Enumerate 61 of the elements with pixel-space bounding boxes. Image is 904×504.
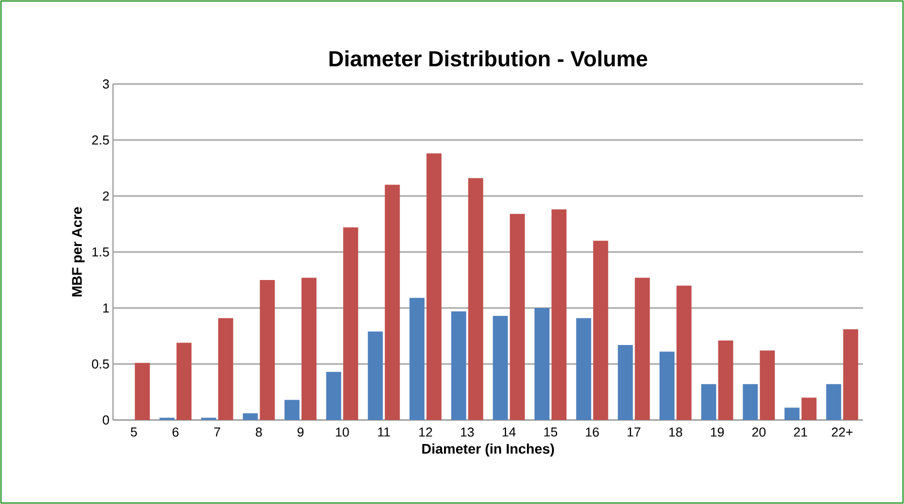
- bar: [676, 286, 692, 420]
- bar: [718, 340, 734, 420]
- bar: [593, 240, 608, 420]
- bar: [784, 408, 800, 420]
- bar: [134, 362, 150, 420]
- x-tick-label: 17: [628, 428, 640, 436]
- bar: [742, 384, 758, 420]
- bar: [826, 384, 842, 420]
- x-tick-label: 12: [419, 428, 432, 437]
- bar: [534, 308, 550, 420]
- bar: [576, 318, 592, 420]
- bar: [302, 278, 317, 420]
- bar: [451, 311, 466, 420]
- bar: [618, 344, 633, 420]
- y-tick-label: 2: [102, 191, 109, 201]
- bar: [368, 332, 383, 420]
- x-tick-label: 19: [710, 428, 724, 437]
- bar: [242, 413, 258, 420]
- bar: [410, 298, 425, 420]
- y-axis-title: MBF per Acre: [72, 207, 85, 296]
- x-tick-label: 9: [298, 428, 304, 437]
- bar: [176, 342, 192, 420]
- bar: [326, 372, 342, 420]
- x-tick-label: 11: [378, 428, 390, 436]
- bar: [384, 184, 400, 420]
- bar: [660, 352, 675, 420]
- bar: [843, 329, 858, 420]
- bar: [802, 398, 817, 420]
- x-axis-title: Diameter (in Inches): [422, 444, 554, 457]
- x-tick-label: 22+: [832, 428, 853, 437]
- bar: [510, 214, 525, 420]
- y-tick-label: 1: [103, 304, 109, 312]
- x-tick-label: 8: [256, 428, 262, 437]
- chart-title: Diameter Distribution - Volume: [330, 50, 648, 66]
- x-tick-label: 10: [336, 428, 349, 437]
- bar: [260, 280, 275, 420]
- y-tick-label: 0: [102, 415, 109, 425]
- x-tick-label: 7: [214, 428, 220, 436]
- bar: [552, 209, 567, 420]
- y-tick-label: 1.5: [92, 247, 109, 257]
- bar: [760, 350, 775, 420]
- x-tick-label: 14: [502, 428, 516, 436]
- bar: [343, 227, 358, 420]
- y-tick-label: 3: [102, 79, 109, 89]
- x-tick-label: 15: [544, 428, 558, 437]
- y-tick-label: 0.5: [92, 359, 109, 369]
- bar: [426, 153, 442, 420]
- bar: [218, 318, 234, 420]
- bar: [468, 178, 484, 420]
- bar: [634, 278, 650, 420]
- bar: [284, 400, 300, 420]
- x-tick-label: 16: [586, 428, 599, 437]
- bar: [701, 384, 716, 420]
- x-tick-label: 21: [794, 428, 808, 437]
- x-tick-label: 13: [460, 428, 474, 437]
- y-tick-label: 2.5: [92, 135, 109, 145]
- x-tick-label: 5: [130, 428, 137, 437]
- x-tick-label: 6: [172, 428, 179, 437]
- x-tick-label: 18: [669, 428, 682, 437]
- x-tick-label: 20: [752, 428, 766, 437]
- bar: [492, 316, 508, 420]
